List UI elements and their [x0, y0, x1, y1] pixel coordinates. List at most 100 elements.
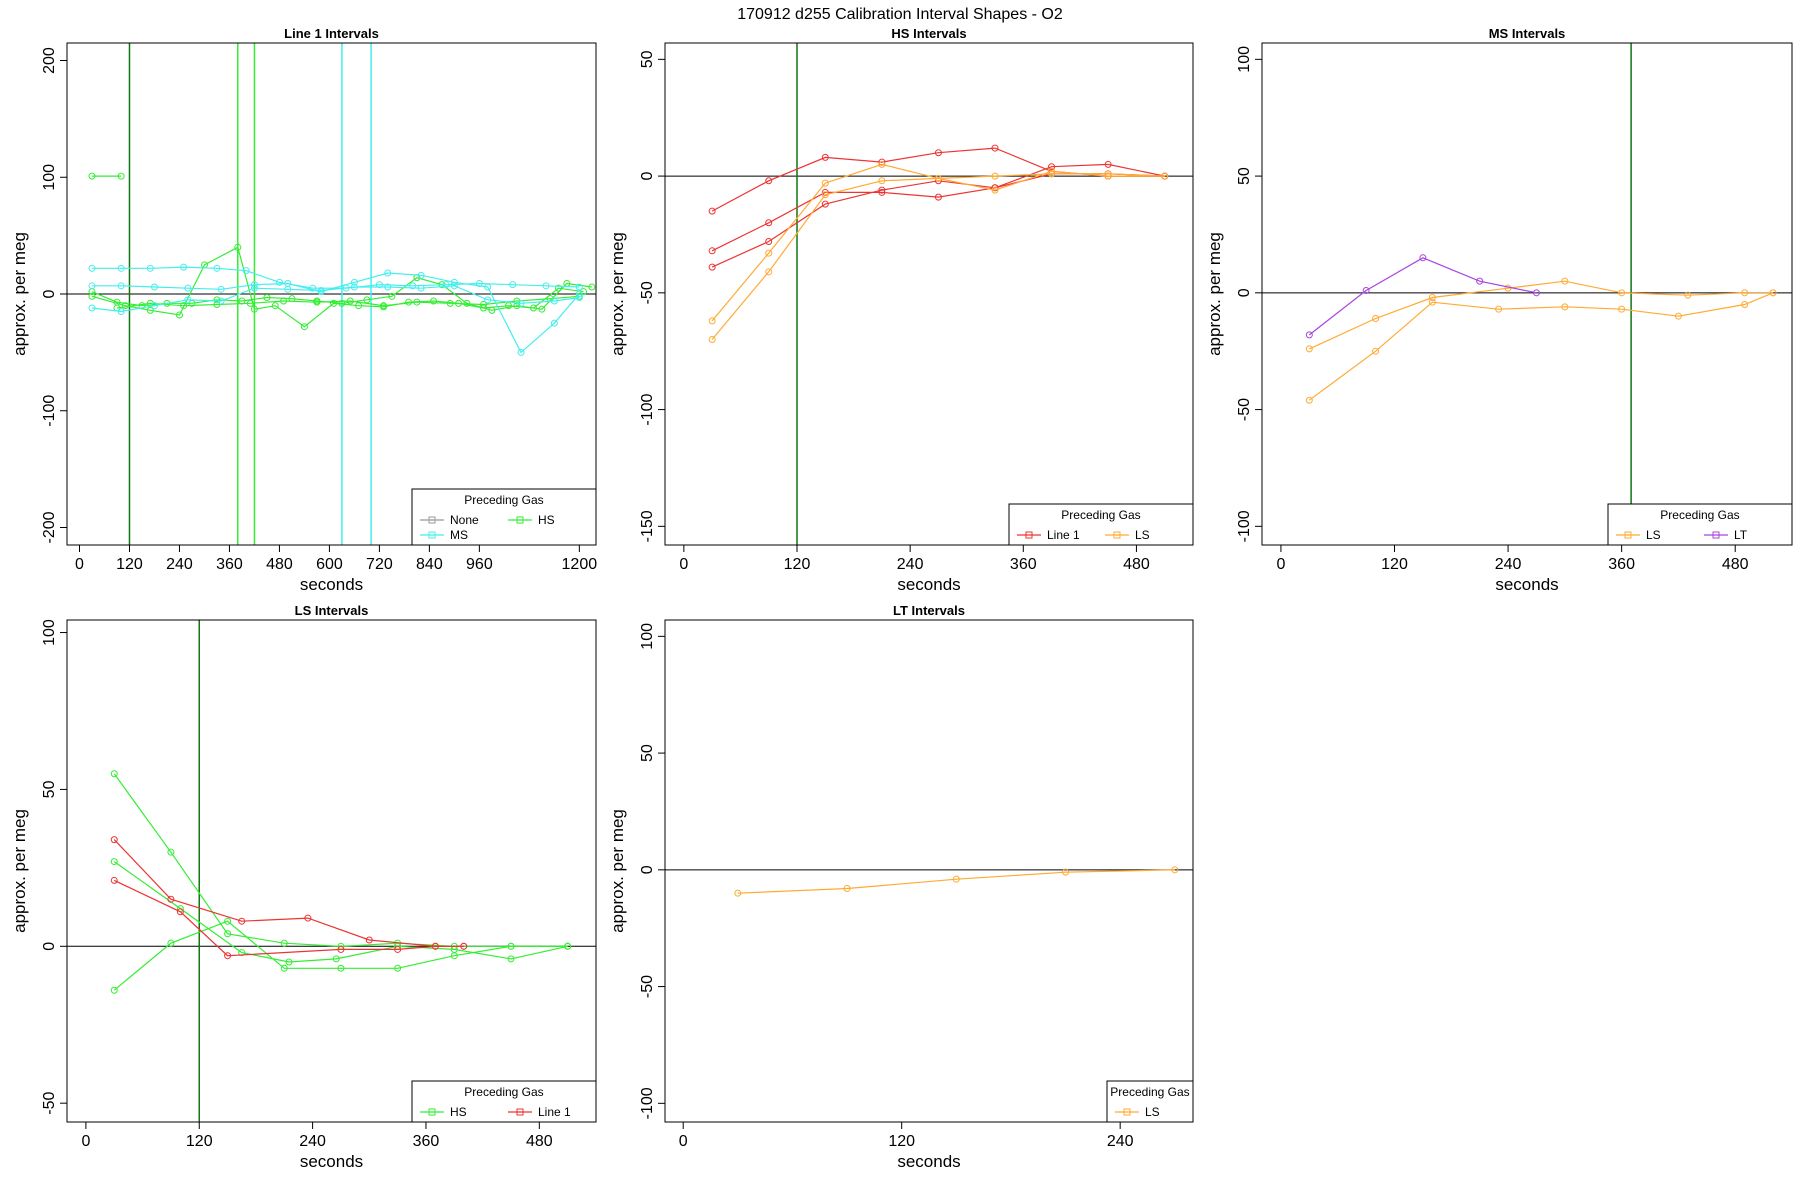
series-line: [711, 173, 1165, 268]
data-point: [224, 930, 232, 938]
data-point: [1104, 172, 1112, 180]
data-point: [821, 200, 829, 208]
x-tick-label: 360: [1608, 556, 1635, 573]
legend-swatch-marker: [516, 516, 524, 524]
series-line: [711, 163, 1165, 252]
data-point: [460, 942, 468, 950]
data-point: [117, 308, 125, 316]
data-point: [1428, 294, 1436, 302]
data-point: [555, 284, 563, 292]
data-point: [375, 281, 383, 289]
chart-title: Line 1 Intervals: [284, 26, 379, 41]
data-point: [88, 264, 96, 272]
data-point: [708, 317, 716, 325]
legend-box: [411, 488, 597, 546]
x-tick-label: 240: [166, 556, 193, 573]
data-point: [300, 323, 308, 331]
data-point: [878, 188, 886, 196]
legend-box: [411, 1080, 597, 1123]
data-point: [475, 279, 483, 287]
y-tick-label: 50: [639, 744, 656, 762]
data-point: [337, 964, 345, 972]
plot-frame: [664, 42, 1194, 546]
y-tick-label: 0: [41, 942, 58, 951]
data-point: [530, 304, 538, 312]
data-point: [417, 284, 425, 292]
series-line: [91, 285, 580, 313]
y-tick-label: -50: [639, 975, 656, 998]
data-point: [1104, 170, 1112, 178]
y-tick-label: -50: [1236, 398, 1253, 421]
legend-box: [1008, 503, 1194, 546]
series-line: [92, 272, 580, 354]
data-point: [1104, 160, 1112, 168]
data-point: [88, 282, 96, 290]
data-point: [1305, 396, 1313, 404]
data-point: [1305, 345, 1313, 353]
y-tick-label: 50: [41, 780, 58, 798]
y-tick-label: 100: [1236, 46, 1253, 73]
series-line: [113, 920, 568, 991]
data-point: [1684, 291, 1692, 299]
data-point: [765, 177, 773, 185]
data-point: [1561, 277, 1569, 285]
data-point: [1362, 286, 1370, 294]
x-tick-label: 120: [888, 1133, 915, 1150]
data-point: [394, 945, 402, 953]
series-line: [113, 773, 568, 947]
data-point: [991, 184, 999, 192]
x-tick-label: 480: [1722, 556, 1749, 573]
x-axis-label: seconds: [300, 575, 363, 594]
x-tick-label: 960: [466, 556, 493, 573]
data-point: [588, 283, 596, 291]
data-point: [263, 294, 271, 302]
data-point: [1476, 277, 1484, 285]
x-axis-label: seconds: [897, 1152, 960, 1171]
data-point: [442, 281, 450, 289]
figure-title: 170912 d255 Calibration Interval Shapes …: [737, 6, 1063, 23]
plot-area: [67, 620, 596, 1122]
data-point: [110, 876, 118, 884]
y-tick-label: 100: [41, 619, 58, 646]
data-point: [1618, 289, 1626, 297]
data-point: [150, 302, 158, 310]
legend-swatch-marker: [1624, 531, 1632, 539]
series-line: [711, 147, 1165, 212]
data-point: [505, 302, 513, 310]
x-tick-label: 240: [897, 556, 924, 573]
y-tick-label: 0: [639, 172, 656, 181]
chart-title: LT Intervals: [893, 603, 965, 618]
data-point: [1048, 167, 1056, 175]
data-point: [224, 952, 232, 960]
legend-box: [1106, 1080, 1194, 1123]
legend-label: MS: [450, 528, 468, 542]
data-point: [246, 299, 254, 307]
data-point: [117, 172, 125, 180]
legend-title: Preceding Gas: [464, 1085, 543, 1099]
legend-swatch-marker: [1712, 531, 1720, 539]
y-tick-label: -100: [639, 1087, 656, 1119]
x-tick-label: 0: [81, 1133, 90, 1150]
y-axis-label: approx. per meg: [10, 809, 29, 933]
data-point: [350, 283, 358, 291]
data-point: [575, 290, 583, 298]
data-point: [708, 336, 716, 344]
legend-swatch-marker: [428, 1108, 436, 1116]
x-tick-label: 840: [416, 556, 443, 573]
data-point: [317, 286, 325, 294]
data-point: [934, 193, 942, 201]
x-axis-label: seconds: [1495, 575, 1558, 594]
data-point: [1419, 254, 1427, 262]
data-point: [285, 958, 293, 966]
legend-label: HS: [538, 513, 555, 527]
data-point: [1305, 331, 1313, 339]
data-point: [1532, 289, 1540, 297]
chart-panel-2: MS Intervals 0 120 240 360 480 -100 -50 0 50 100 se…: [1205, 26, 1793, 594]
legend-swatch-marker: [428, 516, 436, 524]
x-axis-label: seconds: [300, 1152, 363, 1171]
data-point: [175, 311, 183, 319]
chart-panel-1: HS Intervals 0 120 240 360 480 -150 -100 -50 0 50 s…: [608, 26, 1194, 594]
y-tick-label: 100: [41, 164, 58, 191]
data-point: [1048, 170, 1056, 178]
data-point: [708, 247, 716, 255]
